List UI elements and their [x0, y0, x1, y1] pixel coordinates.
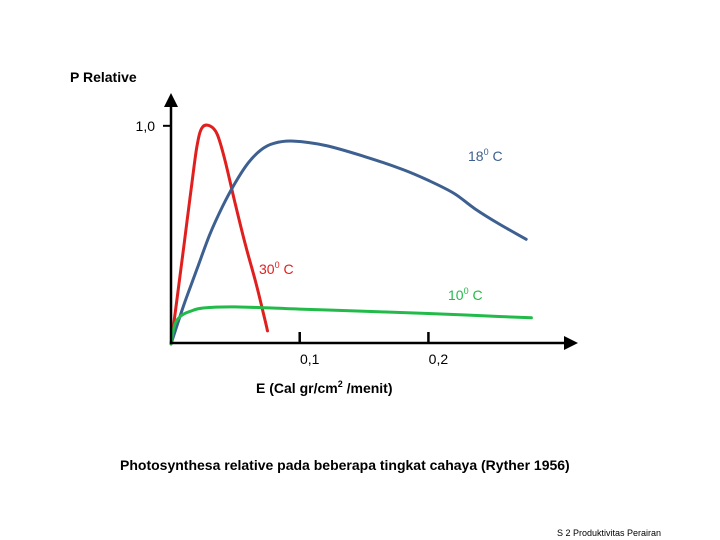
series-18c-line	[169, 139, 528, 346]
series-label-18c-tail: C	[489, 148, 503, 164]
series-label-30c-main: 30	[259, 261, 275, 277]
y-tick-label: 1,0	[136, 118, 156, 134]
series-10c-line	[169, 305, 533, 346]
x-axis-label-tail: /menit)	[343, 380, 393, 396]
series-label-10c-tail: C	[469, 287, 483, 303]
series-label-10c: 100 C	[448, 286, 483, 303]
series-label-10c-main: 10	[448, 287, 464, 303]
series-layer	[169, 123, 533, 346]
y-axis-label: P Relative	[70, 69, 137, 85]
x-axis-label: E (Cal gr/cm2 /menit)	[256, 379, 393, 396]
series-label-18c-main: 18	[468, 148, 484, 164]
x-axis-label-sup: 2	[338, 379, 343, 389]
y-axis-arrowhead	[164, 93, 178, 107]
series-label-30c-sup: 0	[275, 260, 280, 270]
series-label-18c: 180 C	[468, 147, 503, 164]
series-label-30c: 300 C	[259, 260, 294, 277]
footer-text: S 2 Produktivitas Perairan	[557, 528, 661, 538]
series-label-10c-sup: 0	[464, 286, 469, 296]
x-tick-label: 0,1	[300, 351, 320, 367]
series-30c-line	[169, 123, 269, 346]
chart-caption: Photosynthesa relative pada beberapa tin…	[120, 457, 570, 473]
x-axis-label-main: E (Cal gr/cm	[256, 380, 338, 396]
x-tick-label: 0,2	[429, 351, 449, 367]
series-label-30c-tail: C	[280, 261, 294, 277]
x-axis-arrowhead	[564, 336, 578, 350]
series-label-18c-sup: 0	[484, 147, 489, 157]
tick-layer: 1,0 0,1 0,2	[136, 118, 449, 367]
